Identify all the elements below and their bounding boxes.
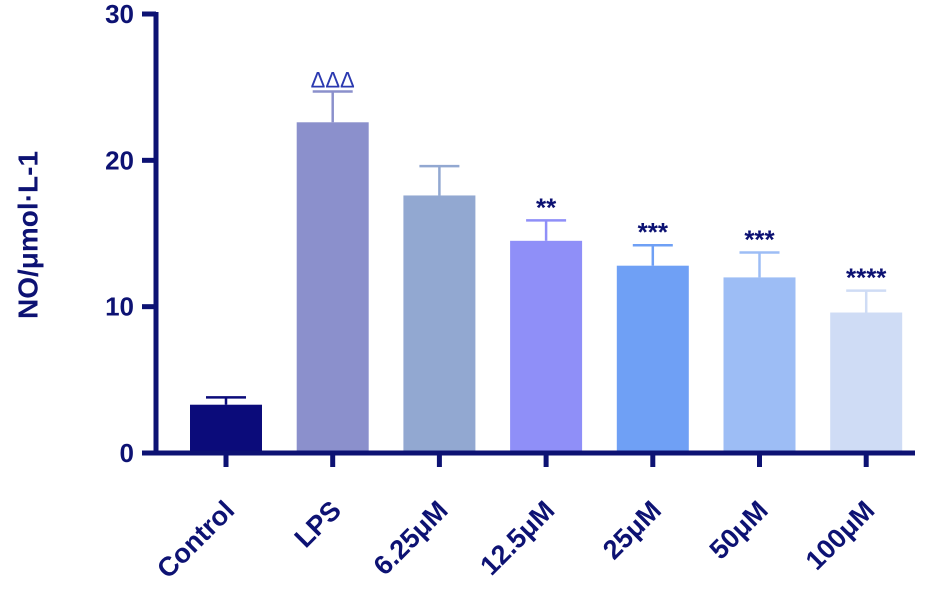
bar-0 [190,404,262,453]
x-tick-label-5: 50μM [704,495,774,565]
x-tick-label-0: Control [151,495,240,584]
x-axis-ticks: Control LPS 6.25μM 12.5μM 25μM 50μM 100μM [151,453,880,584]
y-axis-ticks: 0 10 20 30 [105,0,156,468]
bar-6 [830,312,903,453]
bar-3 [510,240,583,453]
bar-2 [403,195,476,453]
x-tick-label-4: 25μM [597,495,667,565]
bar-4 [616,265,689,453]
significance-label-1: ΔΔΔ [311,68,355,93]
y-tick-label-2: 20 [105,145,134,175]
y-tick-label-0: 0 [120,438,134,468]
y-axis-title: NO/μmol·L-1 [12,151,43,319]
x-tick-label-2: 6.25μM [368,495,454,581]
bar-5 [723,277,796,453]
x-tick-label-1: LPS [289,495,347,553]
significance-label-5: *** [744,225,775,255]
significance-label-4: *** [638,217,669,247]
significance-label-6: **** [846,263,887,293]
x-tick-label-6: 100μM [800,495,881,576]
plot-area: ΔΔΔ***** ******* [153,12,915,456]
bar-1 [296,122,369,453]
significance-label-3: ** [536,192,557,222]
y-tick-label-3: 30 [105,0,134,29]
y-tick-label-1: 10 [105,292,134,322]
x-tick-label-3: 12.5μM [474,495,560,581]
